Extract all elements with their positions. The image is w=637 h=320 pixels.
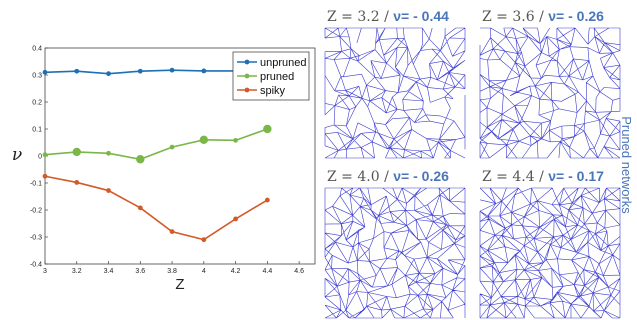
legend-marker-unpruned <box>244 59 250 65</box>
legend-marker-pruned <box>244 73 250 79</box>
data-point-spiky <box>169 229 175 235</box>
legend-label-unpruned: unpruned <box>260 57 307 69</box>
network-edges <box>479 27 621 159</box>
network-edges <box>479 187 621 319</box>
x-tick-label: 3 <box>43 268 47 275</box>
x-tick-label: 4.2 <box>231 268 241 275</box>
network-edges <box>324 27 466 159</box>
data-point-pruned <box>233 137 238 143</box>
data-point-spiky <box>74 180 80 185</box>
panel-title: Z = 4.0 / ν= - 0.26 <box>327 168 449 185</box>
pruned-networks-label: Pruned networks <box>619 116 634 214</box>
x-tick-label: 3.2 <box>72 268 82 275</box>
series-line-pruned <box>44 128 268 161</box>
network-panel: Z = 4.0 / ν= - 0.26 <box>324 168 466 319</box>
legend-label-pruned: pruned <box>260 71 294 83</box>
series-line-unpruned <box>44 69 268 75</box>
data-point-unpruned <box>169 67 175 73</box>
data-point-unpruned <box>137 68 143 74</box>
y-axis-label: ν <box>12 145 22 165</box>
panel-z-value: Z = 3.6 / <box>482 9 548 25</box>
data-point-spiky <box>137 205 143 211</box>
y-tick-label: -0.1 <box>30 181 42 188</box>
data-point-unpruned <box>106 71 111 77</box>
y-tick-label: -0.3 <box>30 235 42 242</box>
data-point-spiky <box>42 173 48 179</box>
y-tick-label: 0.2 <box>32 100 42 107</box>
x-tick-label: 3.6 <box>135 268 145 275</box>
network-panel: Z = 4.4 / ν= - 0.17 <box>479 168 621 319</box>
data-point-unpruned <box>74 68 80 74</box>
data-point-pruned <box>263 124 272 134</box>
data-point-spiky <box>106 188 111 193</box>
panel-nu-value: ν= - 0.44 <box>393 8 449 24</box>
y-tick-label: 0.4 <box>32 46 42 53</box>
network-panels: Z = 3.2 / ν= - 0.44 Z = 3.6 / ν= - 0.26Z … <box>324 8 621 319</box>
y-tick-label: -0.4 <box>30 262 42 269</box>
data-point-pruned <box>106 150 111 156</box>
data-point-spiky <box>264 197 270 203</box>
panel-nu-value: ν= - 0.26 <box>393 168 449 184</box>
x-tick-label: 4 <box>202 268 206 275</box>
x-tick-label: 4.4 <box>262 268 272 275</box>
y-tick-label: 0 <box>38 154 42 161</box>
panel-nu-value: ν= - 0.17 <box>548 168 604 184</box>
y-tick-label: 0.1 <box>32 127 42 134</box>
data-point-pruned <box>136 155 145 164</box>
chart-legend: unpruned pruned spiky <box>232 51 310 101</box>
y-tick-label: 0.3 <box>32 73 42 80</box>
legend-marker-spiky <box>244 87 250 93</box>
x-tick-label: 3.8 <box>167 268 177 275</box>
panel-z-value: Z = 4.4 / <box>482 169 548 185</box>
data-point-spiky <box>201 237 207 243</box>
data-point-unpruned <box>42 69 48 75</box>
series-line-spiky <box>44 175 268 241</box>
x-axis-label: Z <box>175 276 184 293</box>
network-panel: Z = 3.2 / ν= - 0.44 <box>324 8 466 159</box>
x-tick-label: 3.4 <box>104 268 114 275</box>
data-point-pruned <box>42 152 48 158</box>
data-point-pruned <box>199 135 209 144</box>
x-tick-label: 4.6 <box>294 268 304 275</box>
data-point-unpruned <box>201 68 207 74</box>
panel-z-value: Z = 3.2 / <box>327 9 393 25</box>
panel-z-value: Z = 4.0 / <box>327 169 393 185</box>
panel-title: Z = 4.4 / ν= - 0.17 <box>482 168 604 185</box>
data-point-pruned <box>72 147 81 157</box>
panel-nu-value: ν= - 0.26 <box>548 8 604 24</box>
network-panel: Z = 3.6 / ν= - 0.26 <box>479 8 621 159</box>
data-point-pruned <box>169 144 175 150</box>
data-point-spiky <box>233 216 238 222</box>
legend-label-spiky: spiky <box>260 85 286 97</box>
panel-title: Z = 3.6 / ν= - 0.26 <box>482 8 604 25</box>
y-tick-label: -0.2 <box>30 208 42 215</box>
panel-title: Z = 3.2 / ν= - 0.44 <box>327 8 449 25</box>
network-edges <box>324 187 466 319</box>
